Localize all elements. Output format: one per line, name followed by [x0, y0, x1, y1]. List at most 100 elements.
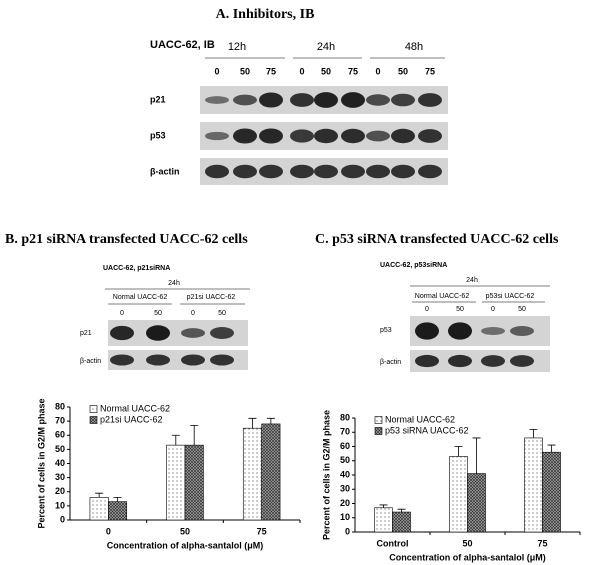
- x-tick-label: 75: [537, 538, 547, 548]
- legend-swatch: [374, 427, 383, 435]
- timepoint: 24h: [466, 277, 478, 284]
- blot-band: [314, 164, 338, 179]
- error-bar: [248, 417, 257, 429]
- row-label: p53: [380, 327, 392, 334]
- blot-band: [290, 164, 314, 179]
- lane-label: 50: [456, 306, 464, 313]
- y-tick-label: 60: [55, 430, 65, 440]
- x-tick-label: Control: [377, 538, 409, 548]
- x-axis-label: Concentration of alpha-santalol (μM): [107, 540, 264, 550]
- blot-band: [110, 354, 134, 366]
- lane-labels: 0 50 75 0 50 75 0 50 75: [214, 66, 435, 76]
- blot-band: [391, 93, 415, 107]
- y-tick-label: 30: [55, 472, 65, 482]
- lane-label: 0: [120, 310, 124, 317]
- y-tick-label: 10: [340, 512, 350, 522]
- bar: [542, 451, 561, 533]
- bar-chart: 0 10 20 30 40 50 60 70 80 0 50 75 Normal UACC-62p21s…: [36, 398, 301, 550]
- error-bar: [190, 424, 199, 446]
- blot-band: [290, 129, 314, 143]
- row-label: p21: [150, 94, 166, 104]
- x-tick-label: 50: [462, 538, 472, 548]
- blot-band: [233, 164, 257, 179]
- timepoint: 12h: [228, 41, 246, 53]
- bar: [524, 437, 543, 533]
- y-tick-label: 60: [340, 441, 350, 451]
- y-axis-label: Percent of cells in G2/M phase: [36, 398, 46, 528]
- lane-label: 0: [375, 66, 380, 76]
- blot-band: [314, 128, 338, 144]
- legend-label: Normal UACC-62: [100, 403, 170, 413]
- y-tick-label: 30: [340, 484, 350, 494]
- legend-label: p21si UACC-62: [100, 414, 163, 424]
- error-bar: [472, 437, 481, 474]
- panel-title: A. Inhibitors, IB: [216, 7, 315, 22]
- blot-band: [448, 354, 472, 368]
- blot-band: [290, 93, 314, 107]
- bar: [467, 473, 486, 533]
- row-label: p21: [80, 330, 92, 337]
- bar: [89, 497, 109, 521]
- blot-subtitle: UACC-62, IB: [150, 39, 215, 51]
- blot-band: [210, 354, 234, 366]
- bar-chart: 0 10 20 30 40 50 60 70 80 Control 50 75 Normal UACC-…: [321, 410, 581, 562]
- row-label: β-actin: [80, 358, 101, 365]
- timepoint: 24h: [317, 41, 335, 53]
- error-bar: [379, 504, 388, 508]
- bar: [374, 507, 393, 533]
- blot-band: [418, 164, 442, 179]
- blot-band: [415, 354, 439, 368]
- blot-band: [146, 354, 170, 366]
- x-tick-label: 50: [180, 526, 190, 536]
- blot-band: [205, 96, 229, 104]
- blot-band: [110, 325, 134, 341]
- blot-band: [481, 355, 505, 367]
- row-label: β-actin: [380, 359, 401, 366]
- error-bar: [397, 508, 406, 513]
- y-tick-label: 40: [55, 458, 65, 468]
- y-tick-label: 80: [340, 412, 350, 422]
- group-label: p53si UACC-62: [486, 293, 535, 300]
- row-label: p53: [150, 130, 166, 140]
- x-tick-label: 0: [106, 526, 111, 536]
- blot-band: [391, 128, 415, 144]
- bar: [392, 511, 411, 533]
- blot-band: [510, 326, 534, 336]
- blot-band: [366, 164, 390, 179]
- blot-band: [366, 130, 390, 142]
- error-bar: [529, 429, 538, 438]
- blot-band: [510, 355, 534, 367]
- lane-label: 75: [266, 66, 276, 76]
- blot-band: [341, 92, 365, 108]
- y-tick-label: 20: [55, 486, 65, 496]
- lane-label: 50: [154, 310, 162, 317]
- timepoint: 48h: [405, 41, 423, 53]
- lane-label: 50: [218, 310, 226, 317]
- lane-label: 0: [191, 310, 195, 317]
- bar: [166, 444, 186, 521]
- error-bar: [171, 434, 180, 446]
- timepoint: 24h: [168, 280, 180, 287]
- group-label: Normal UACC-62: [415, 293, 470, 300]
- lane-label: 50: [398, 66, 408, 76]
- legend-label: Normal UACC-62: [385, 414, 455, 424]
- lane-label: 50: [321, 66, 331, 76]
- error-bar: [266, 417, 275, 424]
- blot-band: [181, 354, 205, 366]
- blot-band: [259, 92, 283, 108]
- lane-label: 75: [348, 66, 358, 76]
- blot-band: [418, 93, 442, 107]
- blot-band: [418, 129, 442, 143]
- bar: [242, 427, 262, 521]
- group-label: Normal UACC-62: [113, 294, 168, 301]
- lane-label: 0: [299, 66, 304, 76]
- bar: [184, 444, 204, 521]
- blot-band: [366, 94, 390, 106]
- y-tick-label: 0: [60, 514, 65, 524]
- x-axis-label: Concentration of alpha-santalol (μM): [389, 552, 546, 562]
- x-tick-label: 75: [257, 526, 267, 536]
- lane-label: 75: [425, 66, 435, 76]
- blot-band: [233, 128, 257, 144]
- lane-label: 0: [491, 306, 495, 313]
